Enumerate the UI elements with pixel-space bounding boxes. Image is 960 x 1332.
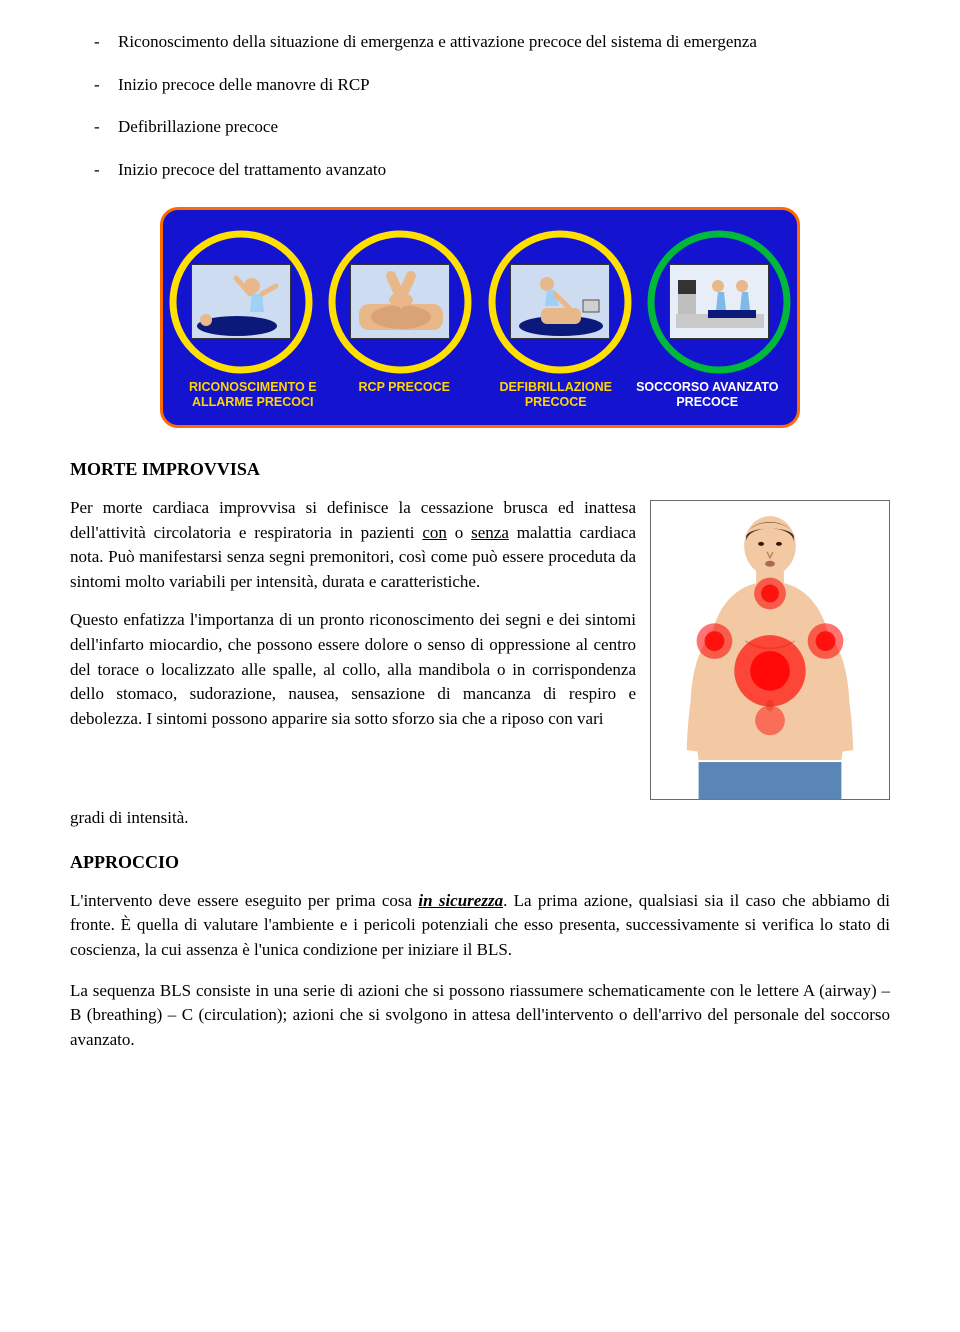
underlined-word: senza (471, 523, 509, 542)
recognition-scene-icon (192, 264, 290, 339)
chain-rings-row (177, 228, 783, 376)
section-title-morte: MORTE IMPROVVISA (70, 456, 890, 482)
symptoms-torso-figure (650, 500, 890, 800)
chain-ring-3 (486, 228, 634, 376)
list-item-text: Inizio precoce delle manovre di RCP (118, 75, 370, 94)
text-run: L'intervento deve essere eseguito per pr… (70, 891, 418, 910)
morte-text-column: Per morte cardiaca improvvisa si definis… (70, 496, 636, 746)
chain-ring-4 (645, 228, 793, 376)
chain-label: RCP PRECOCE (329, 380, 481, 411)
underlined-word: con (422, 523, 447, 542)
list-item: Inizio precoce delle manovre di RCP (70, 73, 890, 98)
list-item-text: Inizio precoce del trattamento avanzato (118, 160, 386, 179)
chain-of-survival-figure: RICONOSCIMENTO E ALLARME PRECOCI RCP PRE… (160, 207, 800, 428)
list-item: Riconoscimento della situazione di emerg… (70, 30, 890, 55)
morte-section-row: Per morte cardiaca improvvisa si definis… (70, 496, 890, 800)
advanced-care-scene-icon (670, 264, 768, 339)
paragraph: Questo enfatizza l'importanza di un pron… (70, 608, 636, 731)
bullet-list: Riconoscimento della situazione di emerg… (70, 30, 890, 183)
cpr-scene-icon (351, 264, 449, 339)
ring-inner-scene (510, 264, 610, 339)
chain-labels-row: RICONOSCIMENTO E ALLARME PRECOCI RCP PRE… (177, 380, 783, 411)
ring-inner-scene (350, 264, 450, 339)
list-item-text: Riconoscimento della situazione di emerg… (118, 32, 757, 51)
chain-ring-1 (167, 228, 315, 376)
chain-label: RICONOSCIMENTO E ALLARME PRECOCI (177, 380, 329, 411)
paragraph: Per morte cardiaca improvvisa si definis… (70, 496, 636, 595)
list-item: Defibrillazione precoce (70, 115, 890, 140)
ring-inner-scene (669, 264, 769, 339)
paragraph-tail: gradi di intensità. (70, 806, 890, 831)
paragraph: L'intervento deve essere eseguito per pr… (70, 889, 890, 963)
emphasized-phrase: in sicurezza (418, 891, 503, 910)
ring-inner-scene (191, 264, 291, 339)
torso-svg (651, 501, 889, 801)
text-run: o (447, 523, 471, 542)
paragraph: La sequenza BLS consiste in una serie di… (70, 979, 890, 1053)
chain-label: DEFIBRILLAZIONE PRECOCE (480, 380, 632, 411)
list-item: Inizio precoce del trattamento avanzato (70, 158, 890, 183)
section-title-approccio: APPROCCIO (70, 849, 890, 875)
chain-label: SOCCORSO AVANZATO PRECOCE (632, 380, 784, 411)
chain-ring-2 (326, 228, 474, 376)
list-item-text: Defibrillazione precoce (118, 117, 278, 136)
defibrillation-scene-icon (511, 264, 609, 339)
